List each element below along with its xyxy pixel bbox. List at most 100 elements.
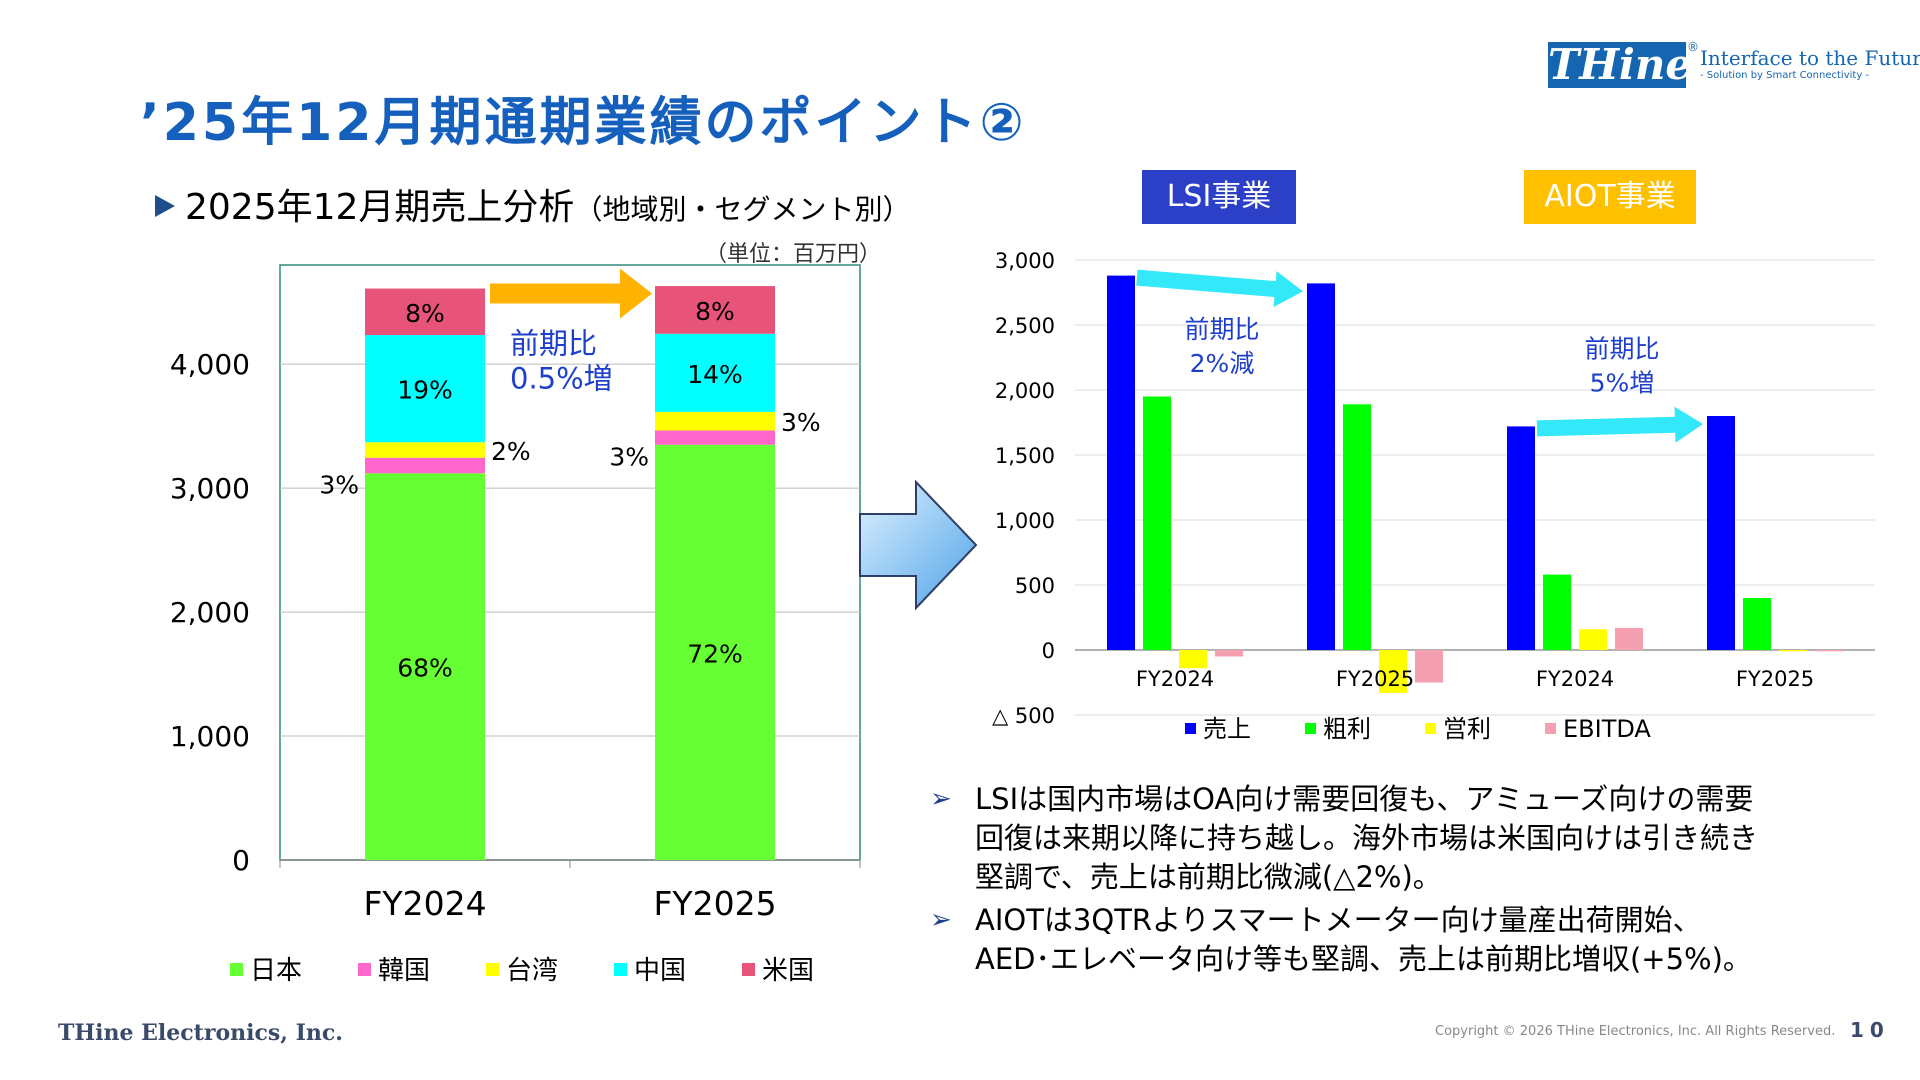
y-tick-label: 0 bbox=[1042, 639, 1055, 663]
legend-label: 中国 bbox=[634, 956, 686, 986]
data-label: 8% bbox=[405, 299, 445, 328]
y-tick-label: 2,000 bbox=[170, 596, 250, 629]
trend-annotation: 5%増 bbox=[1590, 369, 1655, 398]
growth-arrow-icon bbox=[490, 268, 652, 319]
subtitle-main: 2025年12月期売上分析 bbox=[185, 187, 575, 228]
stacked-bar-segment bbox=[655, 286, 775, 334]
legend-label: EBITDA bbox=[1563, 715, 1651, 743]
y-tick-label: 500 bbox=[1015, 574, 1055, 598]
grouped-bar bbox=[1379, 650, 1407, 693]
data-label: 3% bbox=[319, 471, 359, 500]
analysis-notes: ➢ LSIは国内市場はOA向け需要回復も、アミューズ向けの需要 回復は来期以降に… bbox=[930, 780, 1860, 983]
data-label: 3% bbox=[781, 408, 821, 437]
data-label: 19% bbox=[397, 376, 453, 405]
note-line: AED･エレベータ向け等も堅調、売上は前期比増収(+5%)。 bbox=[975, 942, 1752, 976]
y-tick-label: 4,000 bbox=[170, 348, 250, 381]
y-tick-label: 0 bbox=[232, 844, 250, 877]
grouped-bar bbox=[1415, 650, 1443, 683]
grouped-bar bbox=[1615, 627, 1643, 650]
grouped-bar bbox=[1543, 574, 1571, 650]
y-tick-label: 2,000 bbox=[995, 379, 1055, 403]
grouped-bar bbox=[1507, 426, 1535, 650]
stacked-bar-segment bbox=[365, 457, 485, 474]
data-label: 3% bbox=[609, 443, 649, 472]
x-tick-label: FY2025 bbox=[1336, 667, 1414, 691]
legend-swatch bbox=[614, 963, 627, 976]
trend-annotation: 2%減 bbox=[1190, 349, 1255, 378]
legend-label: 台湾 bbox=[506, 956, 558, 986]
footer-copyright: Copyright © 2026 THine Electronics, Inc.… bbox=[1435, 1024, 1836, 1039]
grouped-bar bbox=[1179, 650, 1207, 669]
trend-annotation: 前期比 bbox=[1584, 335, 1659, 364]
x-tick-label: FY2024 bbox=[1536, 667, 1614, 691]
stacked-bar-segment bbox=[655, 411, 775, 431]
page-title: ’25年12月期通期業績のポイント② bbox=[140, 93, 1027, 153]
grouped-bar bbox=[1307, 283, 1335, 650]
x-tick-label: FY2025 bbox=[1736, 667, 1814, 691]
grouped-bar bbox=[1215, 650, 1243, 657]
aiot-segment-badge: AIOT事業 bbox=[1524, 170, 1696, 224]
section-subtitle: 2025年12月期売上分析（地域別・セグメント別） bbox=[185, 178, 910, 230]
stacked-bar-segment bbox=[655, 444, 775, 860]
note-line: 堅調で、売上は前期比微減(△2%)。 bbox=[975, 860, 1442, 894]
x-tick-label: FY2024 bbox=[363, 884, 486, 923]
registered-mark: ® bbox=[1687, 40, 1699, 54]
grouped-bar bbox=[1743, 598, 1771, 650]
y-tick-label: 3,000 bbox=[170, 472, 250, 505]
grouped-bar bbox=[1779, 650, 1807, 652]
lsi-trend-arrow-icon bbox=[1136, 269, 1303, 308]
lsi-segment-badge: LSI事業 bbox=[1142, 170, 1296, 224]
legend-swatch bbox=[1425, 723, 1436, 734]
grouped-bar bbox=[1707, 416, 1735, 650]
y-tick-label: △ 500 bbox=[992, 704, 1055, 728]
grouped-bar bbox=[1143, 396, 1171, 650]
data-label: 8% bbox=[695, 297, 735, 326]
legend-swatch bbox=[1545, 723, 1556, 734]
stacked-bar-segment bbox=[655, 430, 775, 445]
grouped-bar bbox=[1815, 650, 1843, 652]
growth-annotation: 前期比 bbox=[510, 327, 597, 361]
legend-label: 粗利 bbox=[1323, 715, 1371, 743]
legend-label: 売上 bbox=[1203, 715, 1251, 743]
regional-sales-stacked-chart: 0 1,000 2,000 3,000 4,000 68% 3% 2% 19% 8% FY2024 7… bbox=[170, 264, 861, 986]
stacked-bar-segment bbox=[365, 288, 485, 336]
x-tick-label: FY2025 bbox=[653, 884, 776, 923]
subtitle-paren: （地域別・セグメント別） bbox=[574, 193, 911, 226]
y-tick-label: 2,500 bbox=[995, 314, 1055, 338]
note-line: AIOTは3QTRよりスマートメーター向け量産出荷開始、 bbox=[975, 903, 1702, 937]
growth-annotation: 0.5%増 bbox=[510, 362, 613, 396]
legend-swatch bbox=[742, 963, 755, 976]
trend-annotation: 前期比 bbox=[1184, 315, 1259, 344]
arrow-bullet-icon: ➢ bbox=[930, 905, 952, 935]
note-line: 回復は来期以降に持ち越し。海外市場は米国向けは引き続き bbox=[975, 821, 1759, 855]
company-logo: THine bbox=[1548, 40, 1693, 89]
y-tick-label: 1,000 bbox=[995, 509, 1055, 533]
y-tick-label: 3,000 bbox=[995, 249, 1055, 273]
legend-swatch bbox=[358, 963, 371, 976]
legend-swatch bbox=[1305, 723, 1316, 734]
bullet-triangle-icon bbox=[155, 195, 175, 217]
grouped-bar bbox=[1107, 275, 1135, 650]
grouped-bar bbox=[1343, 404, 1371, 650]
unit-label: （単位：百万円） bbox=[705, 242, 882, 267]
segment-performance-bar-chart: △ 500 0 500 1,000 1,500 2,000 2,500 3,000 FY2024… bbox=[992, 249, 1875, 743]
legend-swatch bbox=[230, 963, 243, 976]
y-tick-label: 1,500 bbox=[995, 444, 1055, 468]
stacked-bar-segment bbox=[655, 333, 775, 412]
note-item: ➢ LSIは国内市場はOA向け需要回復も、アミューズ向けの需要 回復は来期以降に… bbox=[930, 780, 1860, 897]
data-label: 68% bbox=[397, 654, 453, 683]
legend-label: 日本 bbox=[250, 956, 302, 986]
y-tick-label: 1,000 bbox=[170, 720, 250, 753]
arrow-bullet-icon: ➢ bbox=[930, 784, 952, 814]
transition-arrow-icon bbox=[859, 480, 978, 610]
footer-company: THine Electronics, Inc. bbox=[58, 1020, 343, 1046]
x-tick-label: FY2024 bbox=[1136, 667, 1214, 691]
stacked-bar-segment bbox=[365, 442, 485, 458]
stacked-bar-segment bbox=[365, 335, 485, 443]
legend-swatch bbox=[486, 963, 499, 976]
legend-label: 営利 bbox=[1443, 715, 1491, 743]
data-label: 2% bbox=[491, 437, 531, 466]
aiot-trend-arrow-icon bbox=[1536, 406, 1703, 443]
legend-label: 米国 bbox=[762, 956, 814, 986]
legend-swatch bbox=[1185, 723, 1196, 734]
